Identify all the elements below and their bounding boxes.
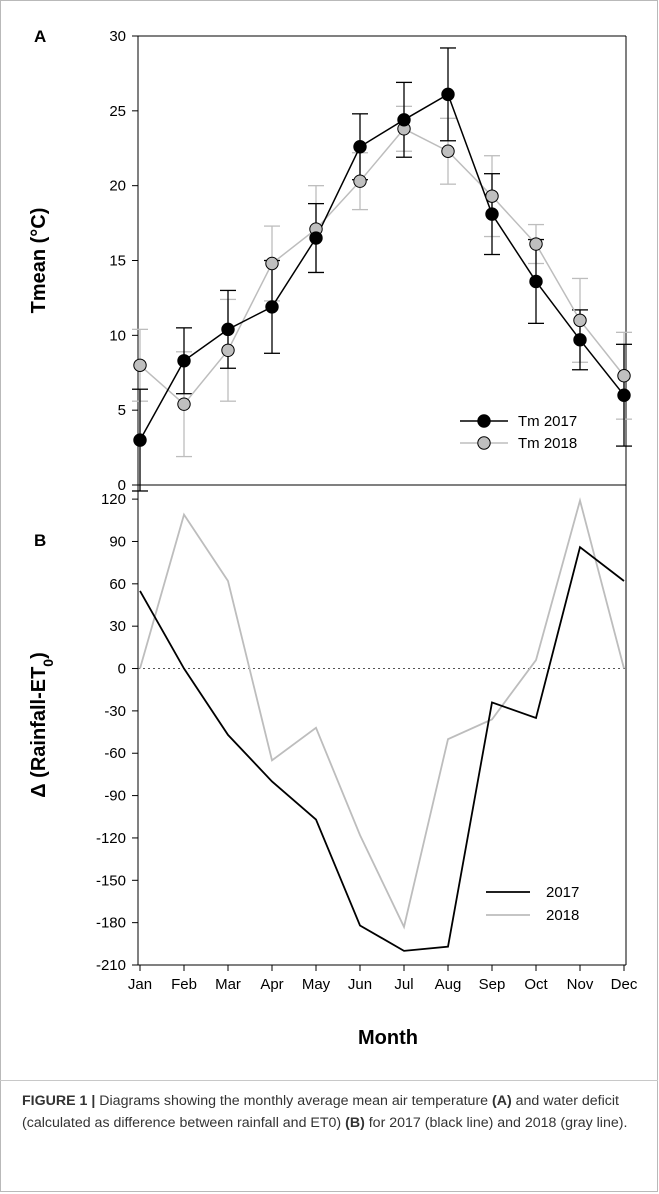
panel-b-y-tick-label: -180 xyxy=(96,915,126,932)
panel-b-y-tick-label: -120 xyxy=(96,830,126,847)
panel-a-data-point xyxy=(177,354,191,368)
panel-a-data-point xyxy=(441,144,455,158)
panel-b-x-tick-label: Apr xyxy=(260,976,283,993)
panel-a-data-point xyxy=(221,322,235,337)
panel-a-data-point xyxy=(529,237,543,251)
figure-caption: FIGURE 1 | Diagrams showing the monthly … xyxy=(22,1090,644,1134)
panel-b-x-tick-label: Sep xyxy=(479,976,506,993)
panel-a-data-point xyxy=(265,300,279,314)
panel-a-y-tick-label: 0 xyxy=(118,477,126,494)
panel-b-y-tick-label: 30 xyxy=(109,618,126,635)
panel-a-data-point xyxy=(617,388,631,402)
caption-label: FIGURE 1 | xyxy=(22,1093,96,1109)
panel-b-x-tick-label: Nov xyxy=(567,976,594,993)
panel-a-data-point xyxy=(133,358,147,372)
panel-b-y-axis-title: Δ (Rainfall-ET0) xyxy=(28,652,56,798)
panel-a-data-point xyxy=(133,433,147,447)
panel-a-letter: A xyxy=(34,27,46,46)
panel-a-data-point xyxy=(221,343,235,357)
panel-b-y-tick-label: 90 xyxy=(109,533,126,550)
panel-a-data-point xyxy=(485,189,499,203)
panel-b-letter: B xyxy=(34,531,46,550)
panel-b-legend-label: 2017 xyxy=(546,884,579,901)
panel-a-y-tick-label: 10 xyxy=(109,327,126,344)
caption-part: Diagrams showing the monthly average mea… xyxy=(95,1093,492,1109)
panel-a-y-tick-label: 30 xyxy=(109,28,126,45)
panel-b-series-line xyxy=(139,545,625,952)
panel-a-series-line xyxy=(139,127,625,406)
panel-b-legend-label: 2018 xyxy=(546,907,579,924)
caption-part: (B) xyxy=(345,1115,365,1131)
panel-a-legend-marker xyxy=(477,414,491,428)
panel-b-y-tick-label: -90 xyxy=(104,788,126,805)
panel-a-data-point xyxy=(177,397,191,411)
panel-b-x-tick-label: Jul xyxy=(394,976,413,993)
panel-a-data-point xyxy=(397,113,411,127)
panel-b-x-tick-label: Feb xyxy=(171,976,197,993)
panel-a-data-point xyxy=(441,87,455,102)
panel-b-x-tick-label: Aug xyxy=(435,976,462,993)
panel-a-data-point xyxy=(309,231,323,245)
panel-a-legend-label: Tm 2018 xyxy=(518,435,577,452)
figure-chart: A 0 5 10 15 20 25 30 Tmean (°C) Tm 2017 Tm 2018 B… xyxy=(28,27,638,1049)
panel-a-data-point xyxy=(265,256,279,271)
panel-b-y-tick-label: 60 xyxy=(109,576,126,593)
caption-divider xyxy=(0,1080,658,1081)
panel-a-data-point xyxy=(573,313,587,328)
panel-a-data-point xyxy=(573,333,587,347)
panel-b-y-tick-label: 0 xyxy=(118,661,126,678)
caption-part: and water deficit (calculated as differe… xyxy=(22,1093,619,1131)
panel-b-y-tick-label: -60 xyxy=(104,745,126,762)
panel-b-x-tick-label: Jan xyxy=(128,976,152,993)
panel-b-y-tick-label: -210 xyxy=(96,957,126,974)
panel-a-y-tick-label: 25 xyxy=(109,103,126,120)
panel-a-legend-marker xyxy=(477,436,491,450)
panel-a-y-tick-label: 15 xyxy=(109,253,126,270)
panel-a-data-point xyxy=(529,274,543,289)
panel-b-x-axis-title: Month xyxy=(358,1027,418,1049)
caption-part: for 2017 (black line) and 2018 (gray lin… xyxy=(364,1115,628,1131)
caption-part: (A) xyxy=(492,1093,512,1109)
panel-a-data-point xyxy=(617,369,631,383)
panel-a-legend-label: Tm 2017 xyxy=(518,413,577,430)
panel-b-series-line xyxy=(139,497,625,930)
panel-b-x-tick-label: Oct xyxy=(524,976,548,993)
panel-b-y-tick-label: -150 xyxy=(96,872,126,889)
panel-a-y-tick-label: 20 xyxy=(109,178,126,195)
panel-a-data-point xyxy=(353,140,367,154)
panel-a-y-axis-title: Tmean (°C) xyxy=(28,208,50,314)
panel-b-y-tick-label: -30 xyxy=(104,703,126,720)
panel-a-data-point xyxy=(485,207,499,221)
panel-b-x-tick-label: Jun xyxy=(348,976,372,993)
panel-a-y-tick-label: 5 xyxy=(118,402,126,419)
panel-b-x-tick-label: Dec xyxy=(611,976,638,993)
panel-b-water-deficit-chart: B -210 -180 -150 -120 -90 -60 -30 0 30 60 90 120 Jan… xyxy=(28,484,638,1049)
panel-b-x-tick-label: May xyxy=(302,976,331,993)
panel-a-temperature-chart: A 0 5 10 15 20 25 30 Tmean (°C) Tm 2017 Tm 2018 xyxy=(28,27,632,494)
panel-a-data-point xyxy=(353,174,367,188)
panel-a-series-line xyxy=(139,93,625,441)
panel-b-x-tick-label: Mar xyxy=(215,976,241,993)
panel-b-y-tick-label: 120 xyxy=(101,491,126,508)
